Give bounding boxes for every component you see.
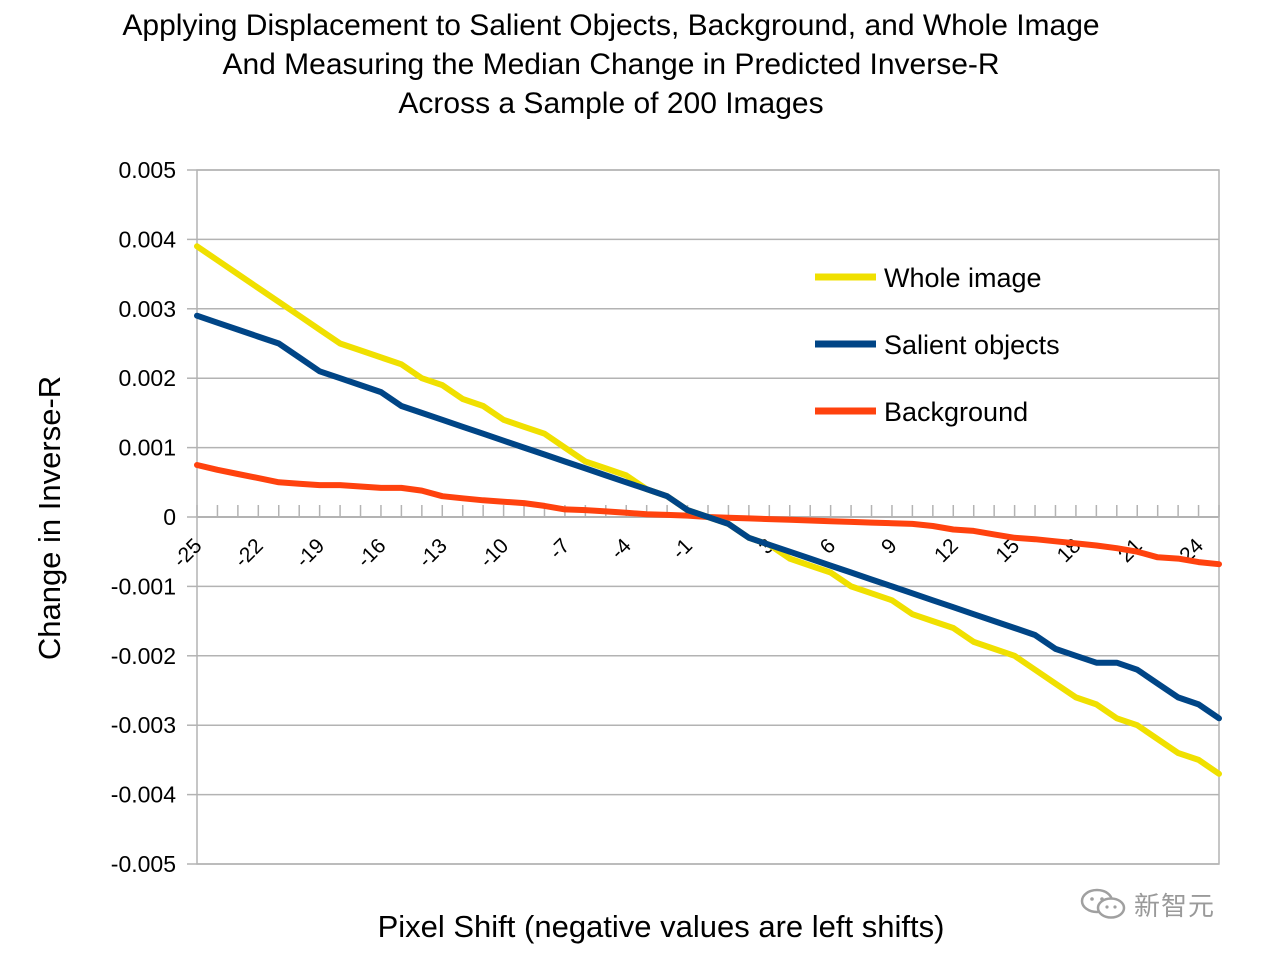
y-tick-label: 0.003: [118, 296, 176, 322]
chart-title-line-1: Applying Displacement to Salient Objects…: [122, 9, 1100, 42]
x-axis-label: Pixel Shift (negative values are left sh…: [377, 909, 945, 944]
legend-label: Background: [884, 397, 1028, 427]
legend-label: Whole image: [884, 263, 1042, 293]
chart-title-line-3: Across a Sample of 200 Images: [398, 87, 824, 120]
legend: Whole image Salient objects Background: [815, 263, 1060, 427]
y-tick-label: 0.002: [118, 365, 176, 391]
x-tick-label: -22: [230, 534, 268, 572]
series-line-salient-objects: [194, 312, 1222, 722]
x-tick-label: 6: [816, 534, 841, 559]
x-tick-label: -25: [169, 534, 207, 572]
y-tick-label: 0.004: [118, 226, 176, 252]
y-tick-label: -0.001: [111, 573, 176, 599]
chart-title-line-2: And Measuring the Median Change in Predi…: [222, 48, 1000, 81]
y-axis-label: Change in Inverse-R: [32, 375, 67, 661]
legend-label: Salient objects: [884, 330, 1060, 360]
y-tick-label: -0.004: [111, 782, 176, 808]
x-tick-label: 9: [877, 534, 902, 559]
x-tick-label: -10: [475, 534, 513, 572]
x-tick-label: -4: [606, 534, 636, 564]
y-axis-ticks: 0.005 0.004 0.003 0.002 0.001 0 -0.001 -0.002 -0…: [111, 157, 197, 877]
y-tick-label: -0.002: [111, 643, 176, 669]
y-tick-label: -0.003: [111, 712, 176, 738]
wechat-icon: [1080, 888, 1126, 919]
y-tick-label: 0: [163, 504, 176, 530]
x-tick-label: -7: [545, 534, 574, 563]
y-tick-label: 0.001: [118, 435, 176, 461]
x-tick-label: -19: [291, 534, 329, 572]
x-tick-label: 12: [930, 534, 963, 567]
x-tick-label: -1: [668, 534, 697, 563]
series-lines: [194, 243, 1222, 777]
x-tick-label: -16: [353, 534, 391, 572]
gridlines: [197, 169, 1219, 865]
y-tick-label: 0.005: [118, 157, 176, 183]
x-tick-label: -13: [414, 534, 452, 572]
y-tick-label: -0.005: [111, 851, 176, 877]
watermark-text: 新智元: [1134, 891, 1216, 922]
watermark: 新智元: [1078, 884, 1215, 924]
